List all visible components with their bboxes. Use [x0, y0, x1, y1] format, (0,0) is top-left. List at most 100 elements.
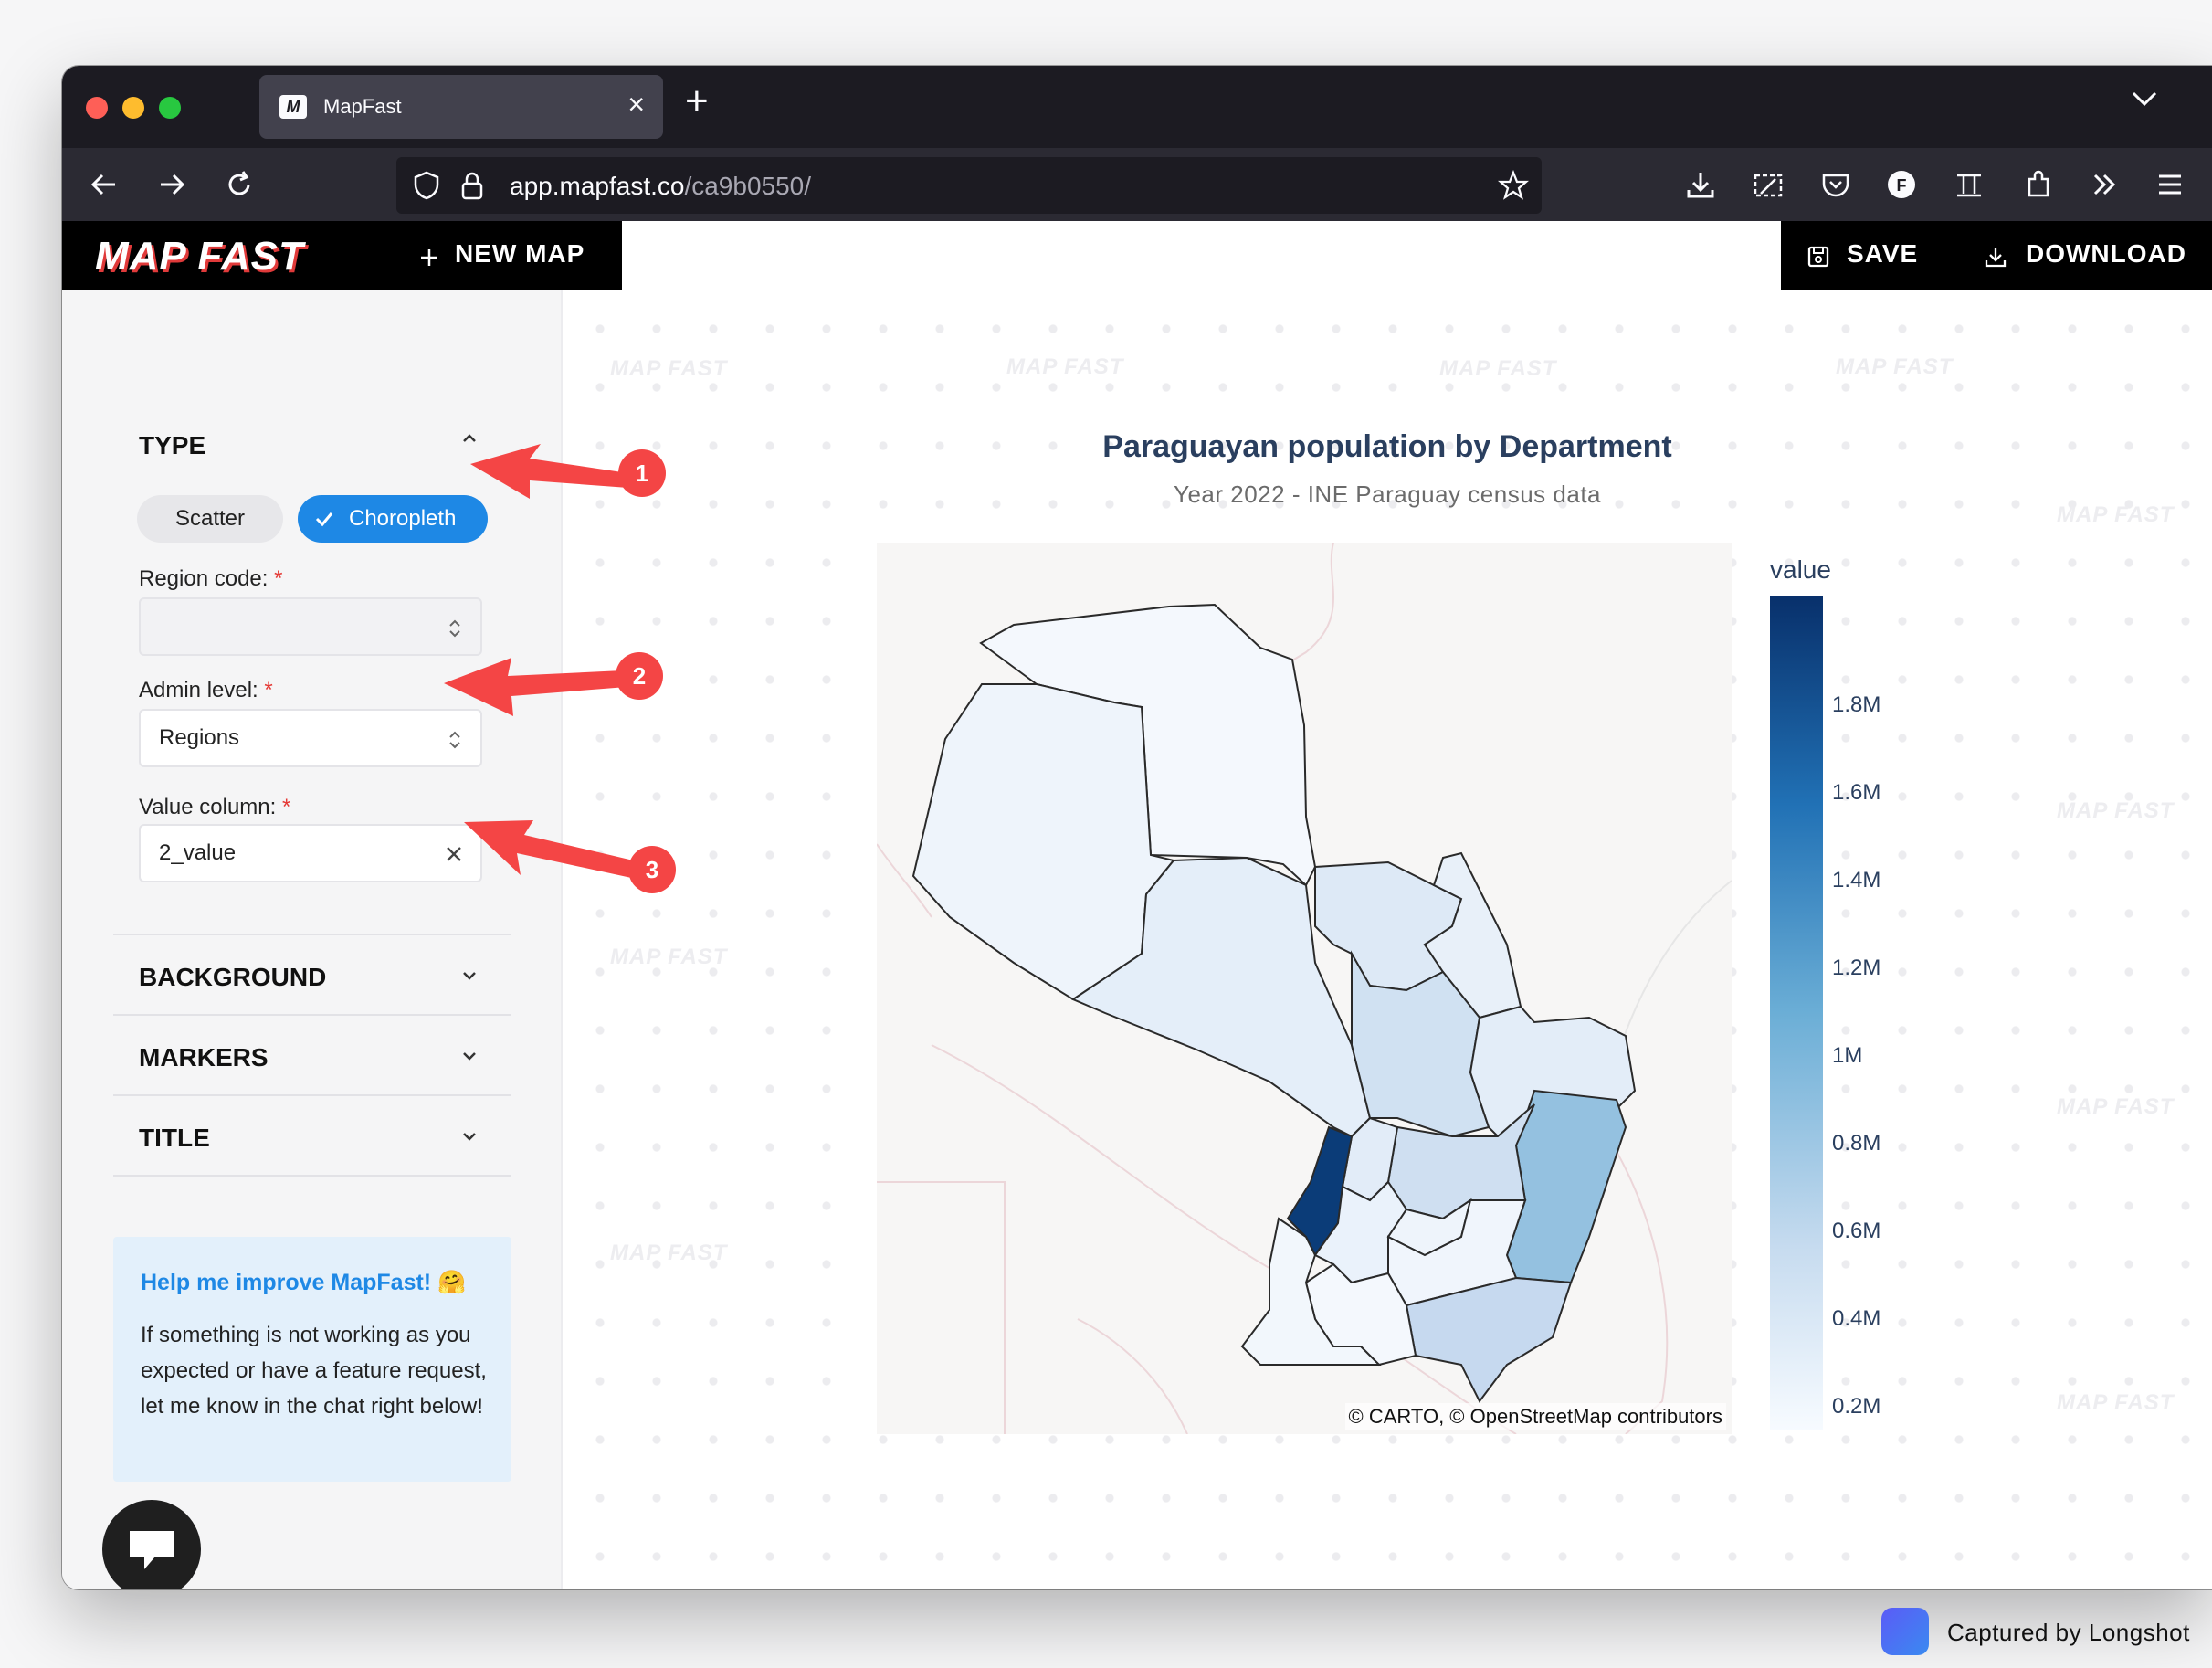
admin-level-select[interactable]: Regions — [139, 709, 482, 767]
new-map-button[interactable]: NEW MAP — [418, 221, 601, 290]
maximize-window-button[interactable] — [159, 97, 181, 119]
sidebar: TYPE Scatter Choropleth Region code: * A… — [62, 290, 563, 1589]
extensions-icon[interactable] — [2022, 168, 2055, 201]
type-option-scatter[interactable]: Scatter — [137, 495, 283, 543]
choropleth-label: Choropleth — [349, 506, 457, 531]
region-code-select[interactable] — [139, 597, 482, 656]
choropleth-map[interactable]: © CARTO, © OpenStreetMap contributors — [876, 542, 1733, 1435]
watermark: MAP FAST — [2057, 1390, 2175, 1415]
browser-tab[interactable]: M MapFast × — [259, 75, 663, 139]
chevron-up-icon[interactable] — [458, 428, 480, 449]
screenshot-icon[interactable] — [1752, 168, 1785, 201]
colorbar-tick: 1M — [1832, 1043, 1863, 1068]
chat-bubble-icon — [130, 1531, 174, 1569]
select-updown-icon — [449, 619, 460, 638]
admin-level-required-mark: * — [264, 678, 273, 702]
region-itapua[interactable] — [1405, 1276, 1573, 1403]
value-column-select[interactable]: 2_value — [139, 824, 482, 882]
mapfast-logo[interactable]: MAP FAST — [95, 234, 304, 279]
url-host: app.mapfast.co — [510, 172, 685, 200]
watermark: MAP FAST — [1836, 354, 1954, 379]
section-divider — [113, 1175, 511, 1177]
region-presidente-hayes[interactable] — [1070, 856, 1372, 1138]
url-text[interactable]: app.mapfast.co/ca9b0550/ — [510, 172, 811, 201]
chevron-down-icon[interactable] — [2128, 82, 2161, 115]
app-bar: MAP FAST NEW MAP SAVE DOWNLOAD — [62, 221, 2212, 290]
section-markers[interactable]: MARKERS — [62, 1016, 561, 1094]
colorbar-title: value — [1770, 555, 1831, 584]
watermark: MAP FAST — [2057, 502, 2175, 527]
save-label: SAVE — [1847, 239, 1919, 268]
app-bar-right: SAVE DOWNLOAD — [1781, 221, 2212, 290]
section-divider — [113, 1094, 511, 1096]
region-code-required-mark: * — [274, 566, 283, 591]
help-body: If something is not working as you expec… — [141, 1323, 487, 1419]
colorbar-tick: 1.2M — [1832, 955, 1881, 980]
annotation-badge-2: 2 — [616, 652, 663, 700]
watermark: MAP FAST — [1006, 354, 1124, 379]
value-column-label-text: Value column: — [139, 795, 277, 819]
menu-icon[interactable] — [2154, 168, 2186, 201]
admin-level-label: Admin level: * — [139, 678, 273, 703]
region-code-label-text: Region code: — [139, 566, 269, 591]
value-column-required-mark: * — [281, 795, 291, 819]
download-icon[interactable] — [1684, 168, 1717, 201]
map-title: Paraguayan population by Department — [1102, 429, 1672, 464]
save-button[interactable]: SAVE — [1806, 221, 1943, 290]
colorbar-tick: 1.4M — [1832, 868, 1881, 892]
watermark: MAP FAST — [1439, 356, 1557, 381]
type-option-choropleth[interactable]: Choropleth — [298, 495, 488, 543]
region-neembucu[interactable] — [1240, 1217, 1382, 1366]
map-subtitle: Year 2022 - INE Paraguay census data — [1174, 480, 1601, 508]
check-icon — [315, 512, 333, 527]
new-tab-button[interactable]: + — [685, 79, 709, 123]
new-map-label: NEW MAP — [455, 239, 585, 268]
chevron-down-icon — [463, 972, 476, 980]
colorbar-tick: 1.6M — [1832, 780, 1881, 805]
reload-icon[interactable] — [223, 168, 256, 201]
admin-level-label-text: Admin level: — [139, 678, 258, 702]
section-divider — [113, 934, 511, 935]
section-background[interactable]: BACKGROUND — [62, 935, 561, 1014]
annotation-badge-3: 3 — [628, 846, 676, 893]
browser-window: M MapFast × + app.mapfast.co/ca9b0550/ — [62, 66, 2212, 1589]
chevron-down-icon — [463, 1133, 476, 1141]
section-title[interactable]: TITLE — [62, 1096, 561, 1175]
more-tools-icon[interactable] — [2088, 168, 2121, 201]
longshot-logo-icon — [1881, 1608, 1929, 1655]
download-icon — [1985, 248, 2007, 268]
clear-icon[interactable] — [444, 844, 464, 864]
download-button[interactable]: DOWNLOAD — [1984, 221, 2203, 290]
colorbar-tick: 0.8M — [1832, 1131, 1881, 1156]
translate-icon[interactable] — [1953, 168, 1986, 201]
account-icon[interactable]: F — [1885, 168, 1918, 201]
chat-button[interactable] — [102, 1500, 201, 1589]
select-updown-icon — [449, 731, 460, 749]
paraguay-map-svg[interactable] — [876, 542, 1733, 1435]
pocket-icon[interactable] — [1819, 168, 1852, 201]
markers-section-title: MARKERS — [139, 1043, 269, 1072]
region-code-label: Region code: * — [139, 566, 282, 592]
back-arrow-icon[interactable] — [88, 168, 121, 201]
bookmark-star-icon[interactable] — [1498, 170, 1529, 201]
border-line — [931, 1044, 1517, 1435]
shield-icon[interactable] — [411, 170, 442, 201]
type-section-title[interactable]: TYPE — [139, 431, 206, 459]
download-label: DOWNLOAD — [2026, 239, 2186, 268]
forward-arrow-icon[interactable] — [155, 168, 188, 201]
map-attribution: © CARTO, © OpenStreetMap contributors — [1344, 1403, 1726, 1430]
watermark: MAP FAST — [610, 356, 728, 381]
lock-icon[interactable] — [458, 170, 486, 201]
app-bar-left: MAP FAST NEW MAP — [62, 221, 622, 290]
tab-title: MapFast — [323, 95, 402, 118]
border-line — [1077, 1318, 1188, 1435]
close-window-button[interactable] — [86, 97, 108, 119]
url-bar[interactable]: app.mapfast.co/ca9b0550/ — [396, 157, 1542, 214]
floppy-disk-icon — [1807, 246, 1829, 268]
minimize-window-button[interactable] — [122, 97, 144, 119]
annotation-arrow-2 — [444, 658, 627, 716]
tab-close-icon[interactable]: × — [627, 88, 645, 121]
title-section-title: TITLE — [139, 1124, 210, 1152]
background-section-title: BACKGROUND — [139, 963, 327, 991]
help-title[interactable]: Help me improve MapFast! 🤗 — [141, 1270, 467, 1295]
